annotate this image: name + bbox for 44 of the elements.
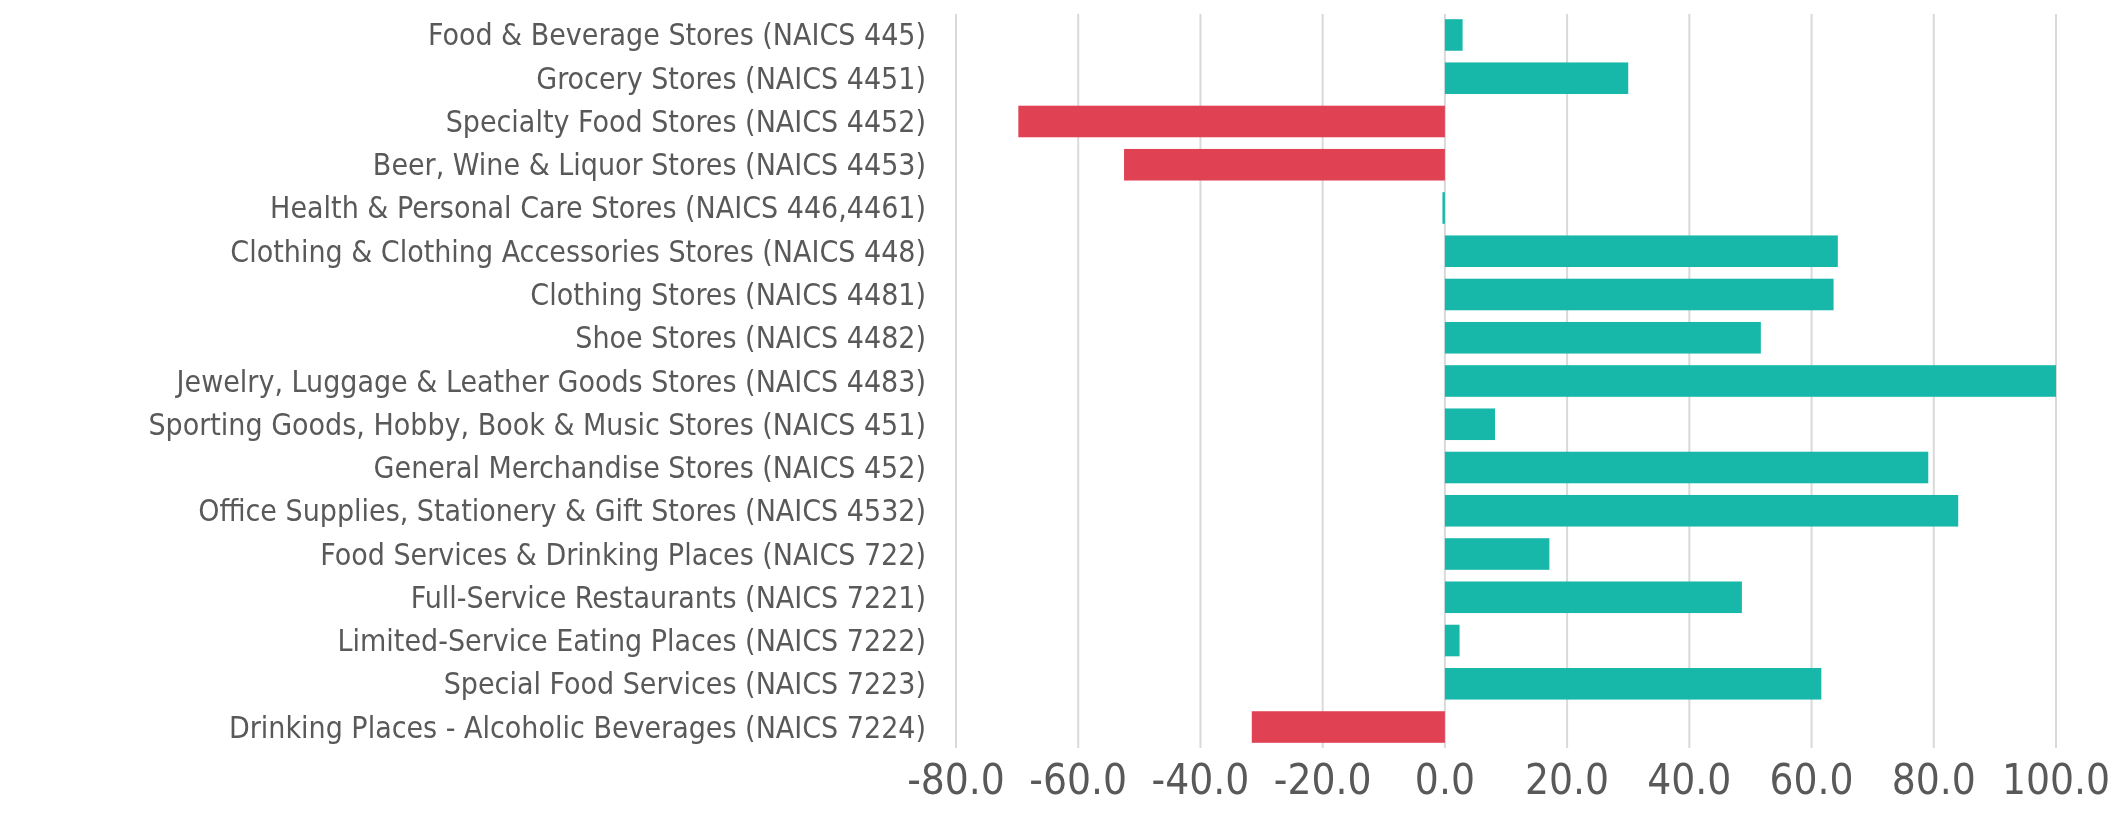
bar	[1444, 62, 1629, 95]
y-tick-label: Limited-Service Eating Places (NAICS 7222)	[337, 623, 926, 659]
bar	[1444, 667, 1822, 700]
y-tick-label: Drinking Places - Alcoholic Beverages (NAICS 7224)	[228, 709, 926, 745]
y-tick-label: Shoe Stores (NAICS 4482)	[575, 320, 926, 356]
bar	[1444, 451, 1929, 484]
bar	[1444, 538, 1550, 570]
bar	[1444, 624, 1460, 657]
bar	[1124, 148, 1445, 181]
bar	[1444, 365, 2056, 397]
x-tick-label: 20.0	[1525, 755, 1610, 804]
bar	[1444, 494, 1959, 527]
y-tick-label: Specialty Food Stores (NAICS 4452)	[445, 103, 926, 139]
y-tick-label: Food Services & Drinking Places (NAICS 722)	[320, 536, 926, 572]
y-tick-label: Clothing & Clothing Accessories Stores (NAICS 448)	[230, 233, 926, 269]
x-tick-label: -80.0	[907, 755, 1005, 804]
y-tick-label: Beer, Wine & Liquor Stores (NAICS 4453)	[372, 147, 926, 183]
bar	[1251, 711, 1445, 743]
x-tick-label: 60.0	[1769, 755, 1854, 804]
bar	[1444, 19, 1463, 51]
x-tick-label: 0.0	[1414, 755, 1475, 804]
y-tick-label: Jewelry, Luggage & Leather Goods Stores (NAICS 4483)	[174, 363, 926, 399]
y-tick-label: Grocery Stores (NAICS 4451)	[536, 60, 926, 96]
x-tick-label: -40.0	[1151, 755, 1250, 804]
y-tick-label: Special Food Services (NAICS 7223)	[443, 666, 926, 702]
x-tick-label: 100.0	[2001, 755, 2111, 804]
bar	[1444, 408, 1495, 441]
bar	[1444, 581, 1742, 614]
x-tick-label: 80.0	[1891, 755, 1976, 804]
bar	[1018, 105, 1445, 138]
bar	[1444, 321, 1761, 354]
y-tick-label: General Merchandise Stores (NAICS 452)	[373, 450, 926, 486]
bar	[1444, 278, 1834, 311]
x-tick-label: 40.0	[1647, 755, 1732, 804]
y-tick-label: Sporting Goods, Hobby, Book & Music Stores (NAICS 451)	[148, 406, 926, 442]
bar	[1444, 235, 1838, 268]
y-tick-label: Food & Beverage Stores (NAICS 445)	[427, 17, 926, 53]
x-tick-label: -20.0	[1273, 755, 1372, 804]
y-tick-label: Office Supplies, Stationery & Gift Stores (NAICS 4532)	[198, 493, 926, 529]
y-tick-label: Full-Service Restaurants (NAICS 7221)	[410, 579, 926, 615]
x-tick-label: -60.0	[1029, 755, 1128, 804]
y-tick-label: Health & Personal Care Stores (NAICS 446,4461)	[270, 190, 926, 226]
bar	[1442, 192, 1445, 224]
y-tick-label: Clothing Stores (NAICS 4481)	[530, 276, 926, 312]
